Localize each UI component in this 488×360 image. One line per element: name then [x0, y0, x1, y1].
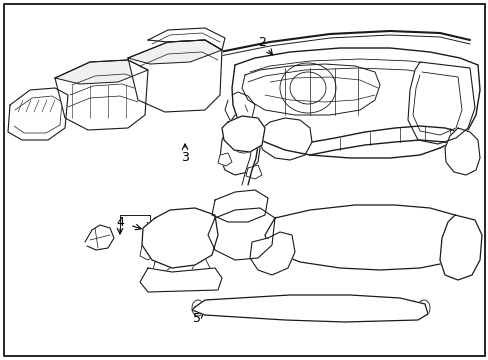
Polygon shape: [8, 88, 68, 140]
Polygon shape: [264, 205, 467, 270]
Polygon shape: [140, 242, 155, 260]
Text: 5: 5: [193, 311, 201, 324]
Polygon shape: [245, 165, 262, 179]
Polygon shape: [249, 232, 294, 275]
Polygon shape: [207, 208, 274, 260]
Polygon shape: [439, 215, 481, 280]
Text: 2: 2: [258, 36, 265, 49]
Polygon shape: [212, 190, 267, 222]
Polygon shape: [153, 258, 170, 274]
Polygon shape: [192, 295, 427, 322]
Polygon shape: [407, 62, 474, 144]
Polygon shape: [148, 28, 224, 50]
Polygon shape: [140, 268, 222, 292]
Polygon shape: [142, 208, 218, 268]
Polygon shape: [55, 60, 148, 130]
Polygon shape: [128, 40, 222, 64]
Polygon shape: [218, 153, 231, 166]
Text: 1: 1: [192, 234, 200, 248]
Polygon shape: [222, 116, 264, 152]
Polygon shape: [444, 128, 479, 175]
Polygon shape: [55, 60, 148, 84]
Text: 4: 4: [116, 216, 123, 229]
Text: 3: 3: [181, 150, 188, 163]
Polygon shape: [192, 258, 209, 274]
Polygon shape: [128, 40, 222, 112]
